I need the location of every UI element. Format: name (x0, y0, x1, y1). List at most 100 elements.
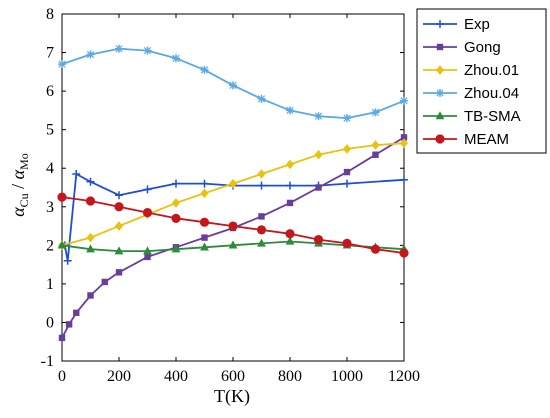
data-point (101, 278, 108, 286)
y-label-sub-mo: Mo (17, 153, 31, 170)
data-point (371, 140, 380, 150)
data-point (85, 196, 96, 206)
x-tick-label: 800 (278, 368, 302, 385)
marker-d2 (115, 45, 123, 53)
legend-marker (435, 134, 445, 144)
series-layer (57, 44, 409, 342)
data-point (115, 221, 123, 231)
data-point (200, 242, 209, 251)
legend-box (416, 8, 547, 154)
legend-label: Zhou.01 (464, 62, 519, 79)
data-point (115, 44, 123, 53)
data-point (200, 179, 209, 188)
data-point (86, 50, 95, 59)
data-point (115, 191, 123, 200)
y-tick-label: 5 (46, 122, 54, 139)
series-exp (60, 170, 408, 265)
marker-d2 (172, 54, 180, 62)
data-point (86, 232, 95, 243)
legend-entry: MEAM (423, 131, 509, 148)
data-point (114, 246, 124, 255)
data-point (286, 159, 294, 170)
data-point (73, 309, 80, 317)
data-point (314, 149, 323, 160)
y-tick-label: 8 (46, 6, 54, 23)
data-point (400, 175, 408, 184)
y-tick-label: 6 (46, 83, 54, 100)
legend-marker (436, 65, 444, 75)
legend-entry: Zhou.04 (423, 85, 519, 102)
marker-d2 (86, 50, 95, 59)
data-point (228, 240, 238, 249)
data-point (313, 234, 324, 245)
legend-entry: Gong (423, 39, 501, 56)
data-point (57, 240, 67, 249)
data-point (86, 177, 95, 186)
legend-entry: Exp (423, 16, 490, 33)
series-gong (58, 134, 408, 342)
data-point (72, 170, 81, 179)
data-point (257, 181, 266, 190)
data-point (201, 234, 208, 241)
legend-label: MEAM (464, 131, 509, 148)
data-point (65, 321, 73, 328)
y-tick-label: -1 (41, 353, 54, 370)
legend: Exp Gong Zhou.01 Zhou.04 TB-SMA MEAM (416, 8, 547, 154)
data-point (285, 236, 295, 245)
x-tick-label: 200 (107, 368, 131, 385)
legend-marker (435, 111, 445, 120)
y-tick-label: 4 (46, 160, 54, 177)
data-point (286, 106, 294, 115)
data-point (200, 65, 209, 74)
data-point (58, 334, 66, 342)
y-tick-label: 2 (46, 237, 54, 254)
y-tick-label: 7 (46, 45, 54, 62)
data-point (257, 169, 266, 179)
y-axis-ticks: -1 0 1 2 3 4 5 6 7 8 (41, 6, 404, 370)
marker-d2 (400, 97, 408, 105)
data-point (143, 46, 152, 55)
data-point (343, 179, 351, 188)
data-point (400, 138, 408, 148)
marker-d2 (286, 106, 294, 115)
data-point (370, 244, 381, 254)
data-point (257, 94, 266, 103)
data-point (142, 207, 153, 218)
series-line (63, 173, 405, 262)
x-tick-label: 1000 (331, 368, 363, 385)
data-point (114, 202, 124, 212)
data-point (314, 112, 323, 121)
data-point (256, 225, 267, 235)
data-point (171, 213, 181, 223)
legend-marker (436, 20, 444, 28)
marker-d2 (371, 108, 380, 116)
data-point (115, 269, 123, 276)
data-point (199, 217, 210, 227)
data-point (229, 81, 237, 90)
data-point (57, 192, 67, 202)
data-point (286, 199, 294, 207)
series-zhou-04 (58, 44, 408, 123)
data-point (343, 168, 351, 176)
data-point (143, 246, 152, 255)
y-label-alpha-2: α (8, 169, 28, 179)
legend-entry: Zhou.01 (423, 62, 519, 79)
data-point (86, 244, 95, 253)
x-tick-label: 600 (221, 368, 245, 385)
data-point (399, 248, 409, 258)
marker-d2 (343, 114, 351, 122)
marker-d2 (143, 47, 152, 55)
data-point (171, 244, 181, 253)
x-axis-ticks: 0 200 400 600 800 1000 1200 (58, 14, 420, 385)
data-point (372, 151, 379, 158)
legend-entry: TB-SMA (423, 108, 521, 125)
x-tick-label: 400 (164, 368, 188, 385)
data-point (172, 198, 180, 208)
y-label-alpha-1: α (8, 207, 28, 217)
data-point (343, 114, 351, 123)
marker-d2 (436, 89, 444, 97)
legend-marker (436, 43, 444, 51)
series-line (61, 136, 405, 339)
